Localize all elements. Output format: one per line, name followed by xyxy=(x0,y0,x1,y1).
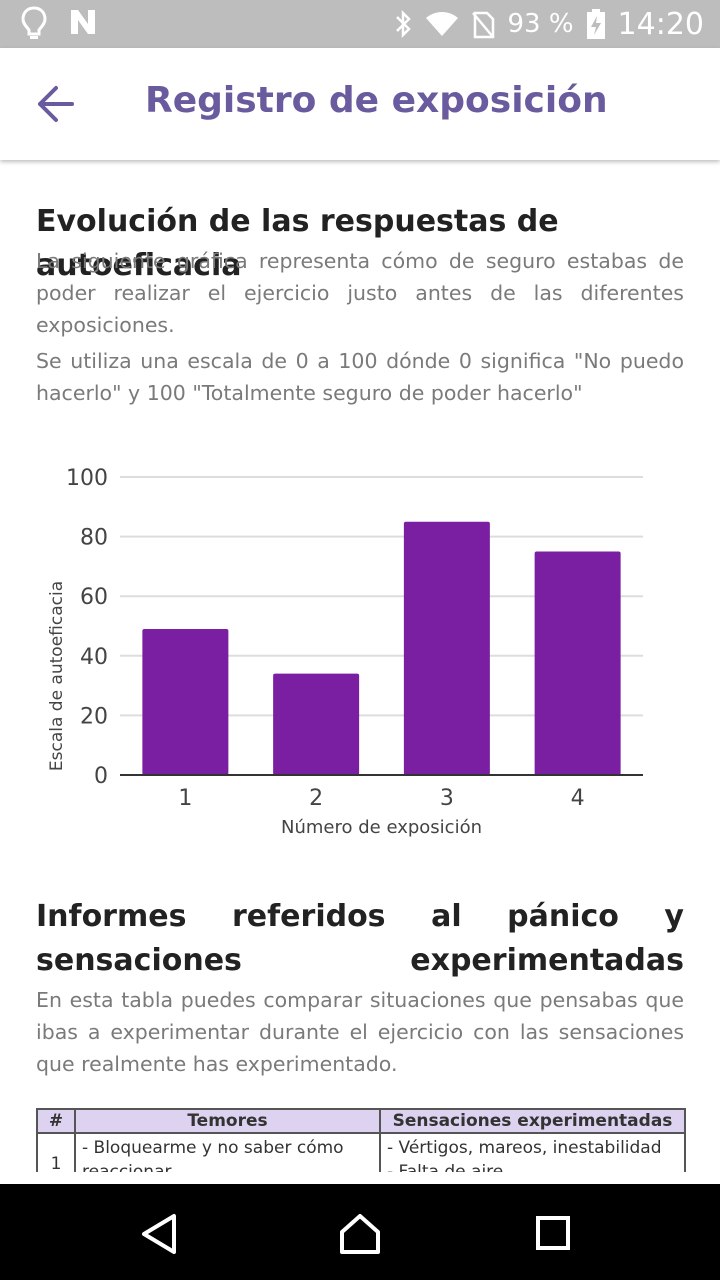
x-tick-label: 4 xyxy=(571,786,585,811)
app-bar: Registro de exposición xyxy=(0,48,720,160)
status-bar: 93 % 14:20 xyxy=(0,0,720,48)
y-tick-label: 0 xyxy=(94,764,108,789)
status-time: 14:20 xyxy=(617,6,704,42)
back-button[interactable] xyxy=(32,82,80,126)
section-title-panic-line1: Informes referidos al pánico y sensacion… xyxy=(36,895,684,983)
x-tick-label: 2 xyxy=(309,786,323,811)
x-axis-label: Número de exposición xyxy=(281,817,482,838)
x-tick-label: 3 xyxy=(440,786,454,811)
wifi-icon xyxy=(426,12,459,36)
table-header-fears: Temores xyxy=(74,1108,381,1134)
section-title-self-efficacy: Evolución de las respuestas de autoefica… xyxy=(36,204,559,283)
status-right-icons: 93 % 14:20 xyxy=(393,0,704,48)
back-arrow-icon xyxy=(38,86,74,122)
y-tick-label: 40 xyxy=(80,645,108,670)
x-tick-label: 1 xyxy=(178,786,192,811)
self-efficacy-bar-chart: 0 20 40 60 80 100 1 2 3 4 Número de exposición Esca… xyxy=(47,466,643,838)
section-description-2: Se utiliza una escala de 0 a 100 dónde 0… xyxy=(36,349,684,405)
table-header-number: # xyxy=(36,1108,76,1134)
triangle-back-icon xyxy=(142,1214,176,1254)
status-left-icons xyxy=(20,6,98,42)
home-icon xyxy=(340,1214,380,1254)
panic-report-table: # Temores Sensaciones experimentadas 1 -… xyxy=(36,1108,686,1172)
y-tick-label: 80 xyxy=(80,526,108,551)
table-header-row: # Temores Sensaciones experimentadas xyxy=(36,1108,686,1134)
bluetooth-icon xyxy=(396,9,412,39)
section-description-1: La siguiente gráfica representa cómo de … xyxy=(36,249,684,337)
y-tick-label: 100 xyxy=(66,466,108,491)
nav-home-button[interactable] xyxy=(338,1212,382,1256)
table-cell-fears: - Bloquearme y no saber cómo reaccionar xyxy=(74,1132,381,1172)
table-cell-number: 1 xyxy=(36,1132,76,1172)
page-title: Registro de exposición xyxy=(145,80,608,121)
table-header-sensations: Sensaciones experimentadas xyxy=(379,1108,686,1134)
content-scroll[interactable]: Evolución de las respuestas de autoefica… xyxy=(0,160,720,1172)
bar-3 xyxy=(403,521,490,775)
section-title-panic: Informes referidos al pánico y sensacion… xyxy=(36,899,684,978)
y-axis-label: Escala de autoeficacia xyxy=(47,581,67,771)
table-row: 1 - Bloquearme y no saber cómo reacciona… xyxy=(36,1132,686,1172)
bar-1 xyxy=(142,628,229,775)
nav-recents-button[interactable] xyxy=(532,1212,576,1256)
y-tick-label: 60 xyxy=(80,585,108,610)
battery-charging-icon xyxy=(586,9,605,39)
no-sim-icon xyxy=(472,11,495,39)
lightbulb-icon xyxy=(21,6,47,39)
bar-2 xyxy=(273,673,360,775)
navigation-bar xyxy=(0,1184,720,1280)
table-cell-sensations: - Vértigos, mareos, inestabilidad - Falt… xyxy=(379,1132,686,1172)
nav-back-button[interactable] xyxy=(138,1212,182,1256)
notification-n-icon xyxy=(71,10,95,34)
y-tick-label: 20 xyxy=(80,704,108,729)
section-description-3: En esta tabla puedes comparar situacione… xyxy=(36,988,684,1076)
battery-percent: 93 % xyxy=(507,9,574,39)
square-recents-icon xyxy=(536,1216,570,1250)
bar-4 xyxy=(534,551,621,775)
